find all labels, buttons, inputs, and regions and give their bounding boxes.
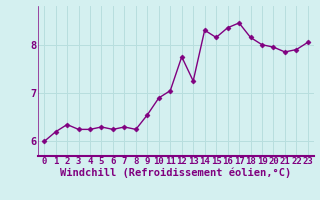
X-axis label: Windchill (Refroidissement éolien,°C): Windchill (Refroidissement éolien,°C): [60, 168, 292, 178]
